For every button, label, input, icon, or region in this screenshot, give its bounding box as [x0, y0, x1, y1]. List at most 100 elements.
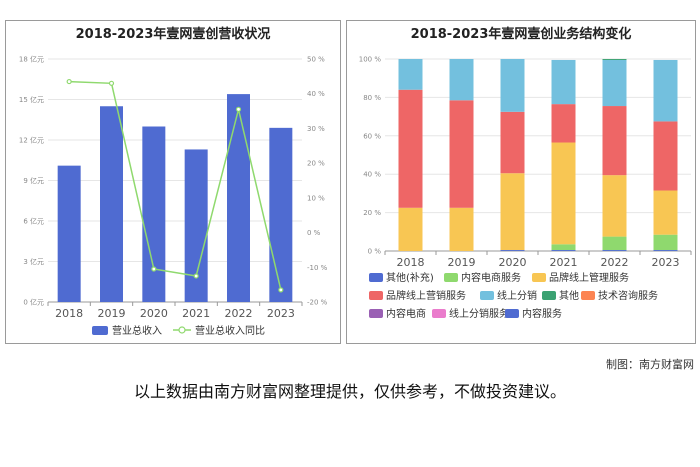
stacked-segment [398, 89, 423, 208]
legend-label: 其他(补充) [386, 271, 434, 284]
x-tick-label: 2022 [225, 307, 253, 320]
x-tick-label: 2023 [267, 307, 295, 320]
yoy-growth-point [108, 80, 115, 86]
left-axis-tick-label: 6 亿元 [23, 217, 44, 226]
yoy-growth-point [278, 287, 284, 293]
right-axis-tick-label: 50 % [307, 56, 325, 64]
stacked-segment [653, 250, 678, 251]
revenue-bar [100, 106, 123, 302]
disclaimer-text: 以上数据由南方财富网整理提供，仅供参考，不做投资建议。 [133, 382, 566, 401]
yoy-growth-point [66, 78, 72, 85]
stacked-segment [602, 175, 627, 237]
legend-label: 线上分销服务 [449, 307, 509, 320]
stacked-segment [449, 207, 474, 251]
stacked-segment [500, 59, 525, 112]
legend-swatch [505, 309, 519, 318]
stacked-segment [653, 234, 678, 251]
y-axis-tick-label: 100 % [359, 56, 382, 64]
stacked-segment [602, 250, 627, 251]
stacked-segment [551, 104, 576, 143]
legend-swatch-revenue [92, 326, 108, 335]
structure-chart-title: 2018-2023年壹网壹创业务结构变化 [410, 27, 632, 42]
revenue-chart-title: 2018-2023年壹网壹创营收状况 [75, 27, 271, 42]
legend-swatch [369, 291, 383, 300]
structure-chart-panel: 2018-2023年壹网壹创业务结构变化 0 % 20 % 40 % 60 % 80 %… [346, 20, 696, 344]
legend-swatch [542, 291, 556, 300]
legend-swatch [369, 309, 383, 318]
legend-label: 其他 [559, 289, 579, 302]
left-axis-tick-label: 9 亿元 [23, 176, 44, 185]
x-tick-label: 2019 [98, 307, 126, 320]
legend-label: 内容服务 [522, 307, 562, 320]
stacked-segment [398, 207, 423, 251]
left-axis-tick-label: 0 亿元 [23, 298, 44, 307]
stacked-segment [602, 59, 627, 107]
stacked-segment [398, 59, 423, 90]
left-axis-tick-label: 15 亿元 [19, 95, 44, 104]
right-axis-tick-label: 30 % [307, 125, 325, 133]
stacked-segment [602, 236, 627, 251]
right-axis-tick-label: 10 % [307, 194, 325, 202]
stacked-segment [551, 250, 576, 251]
stacked-segment [551, 142, 576, 245]
stacked-segment [551, 244, 576, 251]
left-axis-tick-label: 12 亿元 [19, 136, 44, 145]
revenue-bar [227, 94, 250, 302]
legend-label: 品牌线上营销服务 [386, 289, 466, 302]
legend-swatch [444, 273, 458, 282]
revenue-bar [142, 126, 166, 302]
stacked-segment [602, 59, 627, 60]
revenue-bar [57, 165, 81, 302]
legend-swatch [480, 291, 494, 300]
legend-label: 技术咨询服务 [598, 289, 658, 302]
revenue-chart-svg: 0 亿元 3 亿元 6 亿元 9 亿元 12 亿元 15 亿元 18 亿元 -20 % -10 … [19, 55, 328, 338]
yoy-growth-point [151, 266, 157, 272]
stacked-segment [500, 173, 525, 251]
stacked-segment [551, 59, 576, 105]
legend-label: 线上分销 [497, 289, 537, 302]
revenue-bar [269, 127, 293, 302]
y-axis-tick-label: 80 % [363, 94, 381, 102]
stacked-segment [602, 106, 627, 176]
chart-credit: 制图：南方财富网 [606, 358, 694, 371]
right-axis-tick-label: -10 % [307, 264, 328, 272]
revenue-bar [184, 149, 208, 302]
x-tick-label: 2023 [652, 256, 680, 269]
legend-swatch [369, 273, 383, 282]
stacked-segment [653, 190, 678, 235]
stacked-segment [449, 100, 474, 208]
stacked-segment [449, 59, 474, 101]
x-tick-label: 2020 [140, 307, 168, 320]
right-axis-tick-label: -20 % [307, 299, 328, 307]
legend-swatch-yoy-marker [178, 326, 186, 334]
legend-label: 内容电商服务 [461, 271, 521, 284]
yoy-growth-line [69, 80, 282, 291]
x-tick-label: 2021 [550, 256, 578, 269]
legend-label-yoy: 营业总收入同比 [195, 324, 265, 337]
y-axis-tick-label: 20 % [363, 209, 381, 217]
x-tick-label: 2018 [397, 256, 425, 269]
right-axis-tick-label: 20 % [307, 160, 325, 168]
legend-label-revenue: 营业总收入 [112, 324, 162, 337]
y-axis-tick-label: 60 % [363, 132, 381, 140]
y-axis-tick-label: 40 % [363, 171, 381, 179]
structure-chart-svg: 0 % 20 % 40 % 60 % 80 % 100 % 2018 2019 2020 2021… [359, 56, 692, 320]
stacked-segment [500, 111, 525, 174]
left-axis-tick-label: 18 亿元 [19, 55, 44, 64]
legend-label: 品牌线上管理服务 [549, 271, 629, 284]
legend-label: 内容电商 [386, 307, 426, 320]
revenue-chart-panel: 2018-2023年壹网壹创营收状况 0 亿元 3 亿元 6 亿元 9 亿元 12 亿元… [5, 20, 341, 344]
x-tick-label: 2022 [601, 256, 629, 269]
y-axis-tick-label: 0 % [368, 248, 382, 256]
x-tick-label: 2019 [448, 256, 476, 269]
yoy-growth-point [235, 106, 242, 112]
right-axis-tick-label: 40 % [307, 90, 325, 98]
stacked-segment [653, 59, 678, 122]
x-tick-label: 2018 [55, 307, 83, 320]
stacked-segment [653, 121, 678, 191]
x-tick-label: 2020 [499, 256, 527, 269]
legend-swatch [532, 273, 546, 282]
legend-swatch [432, 309, 446, 318]
left-axis-tick-label: 3 亿元 [23, 257, 44, 266]
x-tick-label: 2021 [182, 307, 210, 320]
